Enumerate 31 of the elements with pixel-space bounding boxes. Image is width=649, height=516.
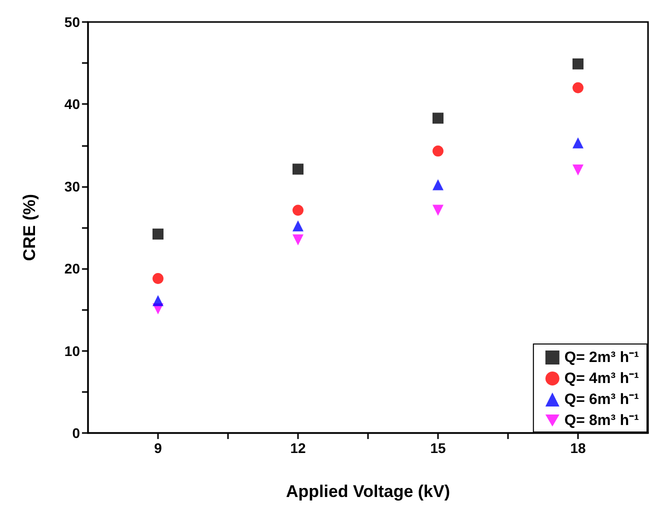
legend-label: Q= 8m³ h⁻¹ (564, 412, 640, 429)
point (292, 164, 304, 175)
y-tick-label: 10 (64, 342, 80, 359)
legend-label: Q= 2m³ h⁻¹ (564, 349, 640, 366)
point (432, 204, 444, 216)
y-tick-label: 30 (64, 178, 80, 194)
point (432, 179, 444, 190)
y-tick-label: 20 (64, 260, 80, 277)
point (572, 137, 584, 148)
x-tick-label: 12 (290, 440, 306, 456)
point (292, 204, 304, 216)
point (432, 112, 444, 124)
y-tick-label: 50 (64, 14, 80, 30)
x-tick-label: 9 (154, 440, 162, 456)
point (572, 164, 584, 176)
point (152, 272, 164, 284)
point (152, 295, 164, 306)
point (292, 234, 304, 246)
point (572, 82, 584, 94)
legend-label: Q= 6m³ h⁻¹ (564, 391, 640, 408)
x-tick-label: 18 (570, 440, 586, 456)
point (572, 58, 584, 70)
legend-label: Q= 4m³ h⁻¹ (564, 370, 640, 387)
y-tick-label: 40 (64, 96, 80, 112)
x-axis-title: Applied Voltage (kV) (286, 482, 450, 501)
y-tick-label: 0 (72, 425, 80, 441)
point (432, 146, 444, 157)
x-tick-label: 15 (430, 440, 446, 456)
y-axis-title: CRE (%) (20, 194, 39, 262)
point (292, 220, 304, 232)
point (152, 228, 164, 240)
